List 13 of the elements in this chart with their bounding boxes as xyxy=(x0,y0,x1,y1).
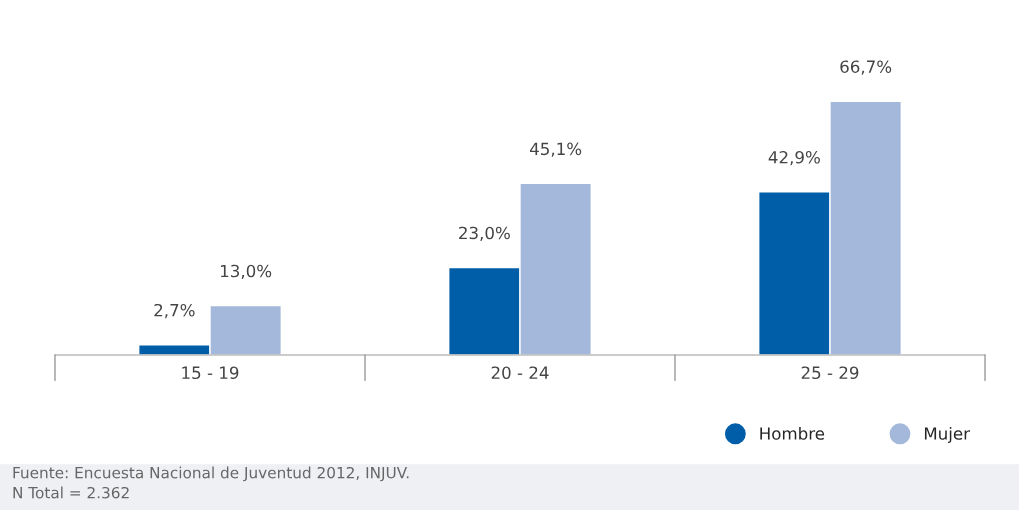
data-label: 2,7% xyxy=(154,303,195,319)
data-label: 66,7% xyxy=(840,60,892,75)
legend-label: Hombre xyxy=(760,426,825,440)
legend-label: Mujer xyxy=(924,426,970,444)
source-note: Fuente: Encuesta Nacional de Juventud 2012, INJUV. xyxy=(13,466,409,482)
text: N Total = 2.362 xyxy=(13,486,129,499)
data-label: 42,9% xyxy=(768,150,820,166)
x-tick-label: 15 - 19 xyxy=(182,366,239,380)
data-label: 13,0% xyxy=(221,264,272,280)
data-label: 23,0% xyxy=(459,226,510,241)
x-tick-label: 20 - 24 xyxy=(491,366,549,380)
data-label: 45,1% xyxy=(529,142,582,157)
x-tick-label: 25 - 29 xyxy=(801,366,859,380)
